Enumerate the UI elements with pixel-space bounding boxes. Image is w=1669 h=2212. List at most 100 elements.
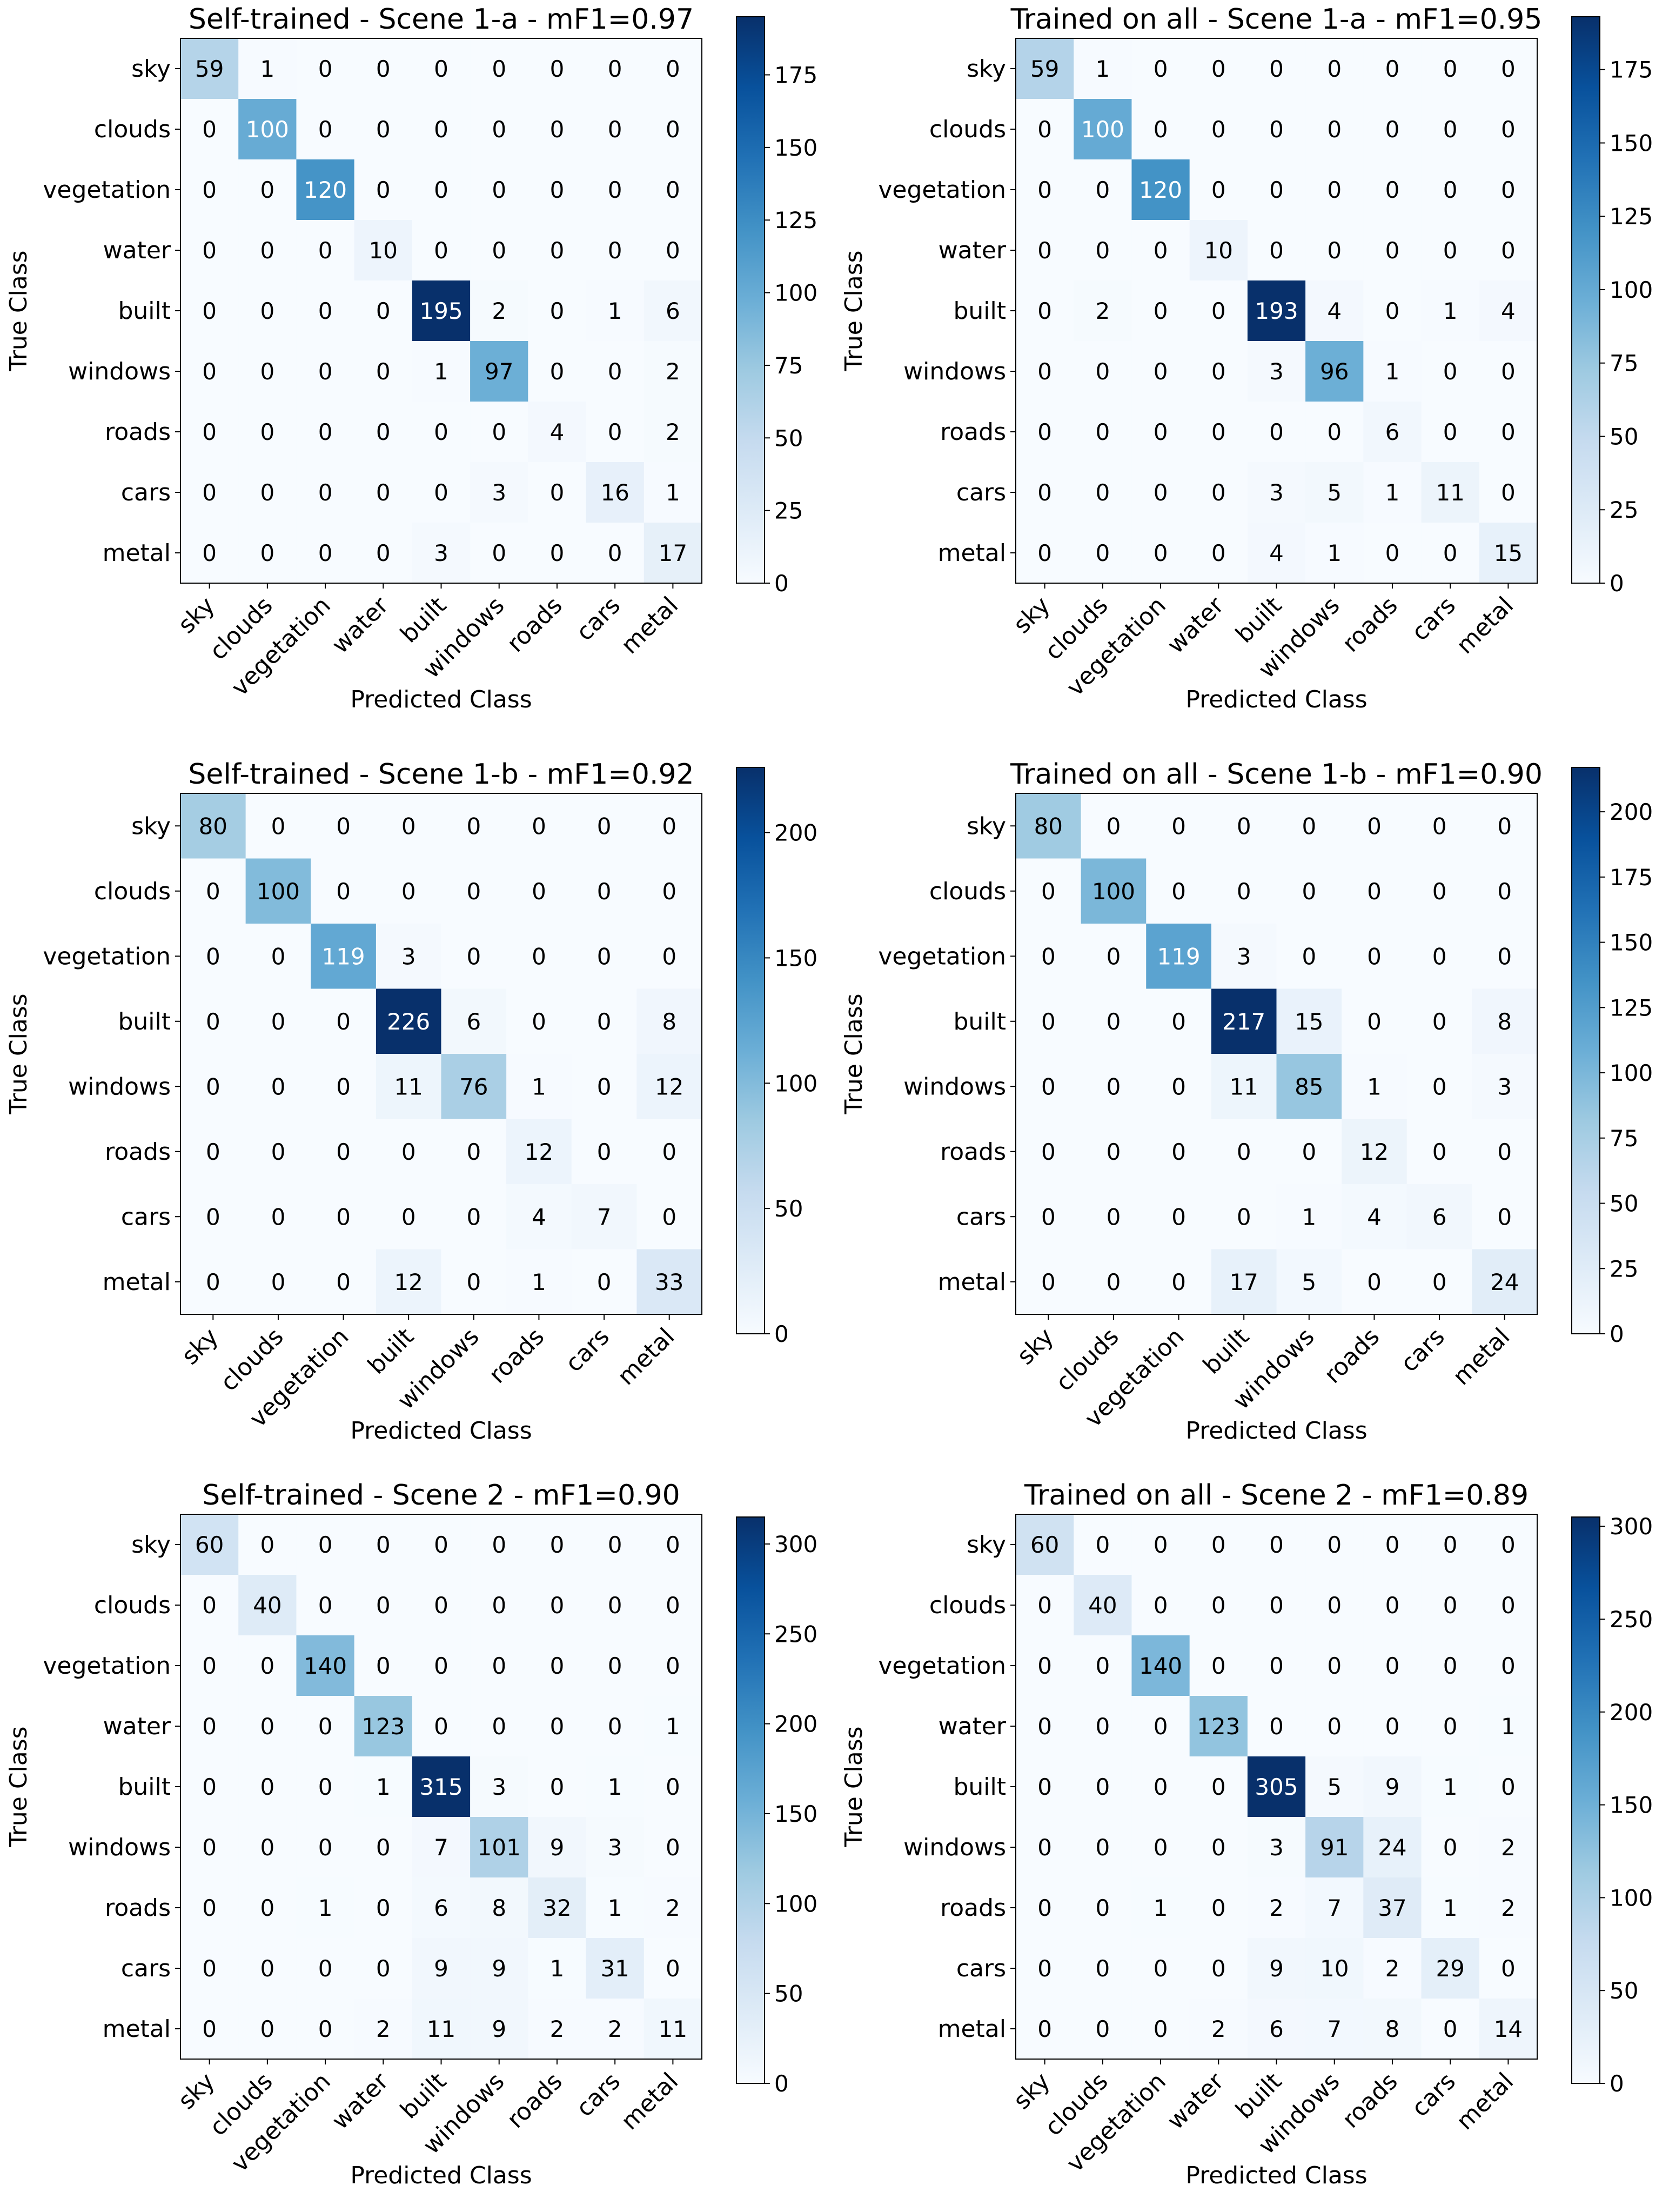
heatmap-cell — [586, 1999, 645, 2060]
y-tick-label: sky — [131, 812, 171, 840]
colorbar-tick-label: 50 — [1610, 1977, 1638, 2004]
heatmap-cell — [1131, 220, 1190, 281]
heatmap-cell — [412, 1938, 471, 1999]
heatmap-cell — [238, 220, 297, 281]
colorbar-tick-label: 175 — [774, 62, 817, 88]
y-tick-label: vegetation — [43, 176, 171, 204]
cell-value: 100 — [1092, 878, 1135, 905]
heatmap-cell — [180, 1999, 239, 2060]
cell-value: 0 — [1302, 878, 1316, 905]
cell-value: 7 — [434, 1834, 448, 1861]
cell-value: 0 — [1037, 1895, 1052, 1921]
heatmap-cell — [528, 220, 587, 281]
cell-value: 0 — [1367, 1008, 1382, 1035]
heatmap-cell — [180, 1938, 239, 1999]
heatmap-cell — [180, 523, 239, 584]
heatmap-cell — [238, 462, 297, 523]
cell-value: 0 — [1095, 358, 1110, 385]
x-tick-label: metal — [616, 592, 683, 659]
x-tick-label: sky — [173, 2068, 220, 2115]
colorbar-tick-label: 300 — [1610, 1513, 1653, 1540]
heatmap-cell — [1479, 38, 1538, 99]
cell-value: 0 — [206, 1073, 220, 1100]
cell-value: 0 — [1385, 237, 1400, 264]
heatmap-cell — [571, 1249, 637, 1315]
heatmap-cell — [1131, 1575, 1190, 1636]
cell-value: 2 — [666, 419, 680, 445]
heatmap-cell — [644, 1635, 702, 1696]
cell-value: 1 — [1501, 1713, 1516, 1740]
cell-value: 0 — [662, 813, 676, 839]
heatmap-cell — [1131, 1514, 1190, 1575]
heatmap-cell — [296, 1756, 355, 1817]
cell-value: 0 — [318, 540, 333, 566]
cell-value: 0 — [1443, 237, 1458, 264]
heatmap-cell — [1189, 1938, 1248, 1999]
heatmap-cell — [1421, 220, 1480, 281]
heatmap-cell — [644, 402, 702, 463]
heatmap-cell — [1016, 523, 1074, 584]
cell-value: 0 — [1302, 1139, 1316, 1165]
heatmap-cell — [528, 341, 587, 402]
cell-value: 0 — [1037, 1834, 1052, 1861]
heatmap-cell — [506, 1119, 572, 1185]
x-tick-label: cars — [560, 1323, 615, 1378]
heatmap-cell — [354, 1756, 413, 1817]
cell-value: 0 — [260, 1955, 274, 1982]
heatmap-cell — [1074, 1877, 1132, 1939]
heatmap-cell — [1276, 1249, 1342, 1315]
y-tick-label: built — [118, 1008, 171, 1035]
cell-value: 0 — [550, 56, 565, 82]
heatmap-cell — [1472, 1054, 1538, 1120]
cell-value: 0 — [662, 878, 676, 905]
heatmap-cell — [1305, 462, 1364, 523]
cell-value: 1 — [532, 1269, 546, 1295]
heatmap-cell — [412, 1514, 471, 1575]
x-tick-label: metal — [616, 2068, 683, 2135]
cell-value: 15 — [1295, 1008, 1323, 1035]
heatmap-cell — [1305, 1877, 1364, 1939]
cell-value: 0 — [1385, 177, 1400, 203]
cell-value: 0 — [1095, 237, 1110, 264]
cell-value: 0 — [260, 298, 274, 324]
cell-value: 0 — [597, 943, 612, 970]
x-axis-label: Predicted Class — [1185, 2162, 1367, 2189]
heatmap-cell — [1363, 1696, 1422, 1757]
heatmap-cell — [1276, 1054, 1342, 1120]
cell-value: 1 — [434, 358, 448, 385]
heatmap-cell — [470, 1938, 528, 1999]
cell-value: 4 — [1269, 540, 1284, 566]
cell-value: 0 — [1327, 1532, 1342, 1558]
heatmap-cell — [586, 1817, 645, 1878]
cell-value: 0 — [532, 878, 546, 905]
colorbar-tick-label: 75 — [1610, 1125, 1638, 1152]
heatmap-cell — [1247, 1635, 1306, 1696]
heatmap-cell — [586, 1696, 645, 1757]
cell-value: 11 — [1229, 1073, 1258, 1100]
cell-value: 0 — [1501, 116, 1516, 143]
heatmap-cell — [412, 1877, 471, 1939]
heatmap-cell — [311, 1054, 377, 1120]
cell-value: 1 — [1327, 540, 1342, 566]
heatmap-cell — [412, 1999, 471, 2060]
cell-value: 37 — [1378, 1895, 1406, 1921]
cell-value: 0 — [597, 1269, 612, 1295]
cell-value: 0 — [202, 298, 217, 324]
cell-value: 3 — [1269, 1834, 1284, 1861]
heatmap-cell — [412, 220, 471, 281]
cell-value: 0 — [1154, 419, 1168, 445]
heatmap-cell — [528, 1514, 587, 1575]
heatmap-cell — [354, 1575, 413, 1636]
cell-value: 0 — [1211, 540, 1226, 566]
heatmap-cell — [1305, 1938, 1364, 1999]
cell-value: 0 — [1501, 479, 1516, 506]
cell-value: 100 — [1081, 116, 1124, 143]
x-tick-label: roads — [1319, 1323, 1385, 1389]
cell-value: 0 — [434, 1532, 448, 1558]
cell-value: 17 — [1229, 1269, 1258, 1295]
heatmap-cell — [1131, 1635, 1190, 1696]
heatmap-cell — [245, 793, 311, 859]
heatmap-cell — [180, 1184, 246, 1250]
heatmap-cell — [1131, 38, 1190, 99]
heatmap-cell — [1363, 1877, 1422, 1939]
